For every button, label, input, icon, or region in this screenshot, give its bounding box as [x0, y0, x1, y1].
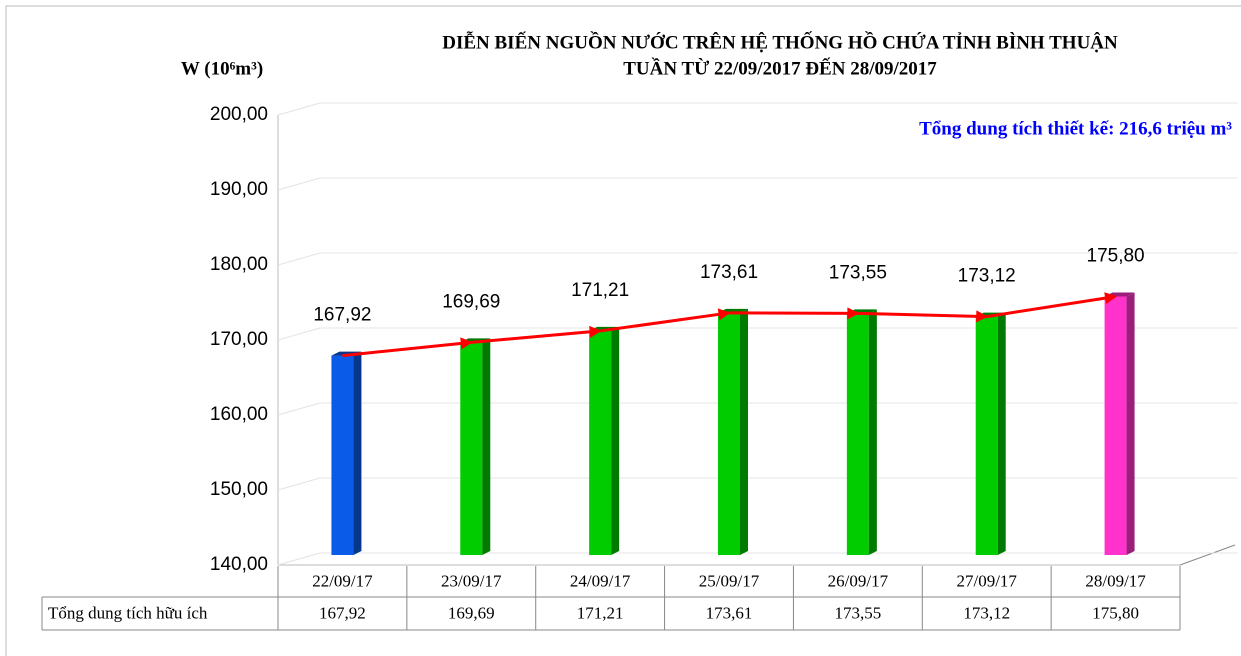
bar	[975, 316, 998, 555]
x-tick-label: 22/09/17	[312, 571, 373, 590]
x-tick-label: 27/09/17	[956, 571, 1017, 590]
grid-line	[277, 252, 321, 266]
bar-side	[611, 326, 620, 555]
chart-title: DIỄN BIẾN NGUỒN NƯỚC TRÊN HỆ THỐNG HỒ CH…	[442, 31, 1118, 53]
table-value: 169,69	[448, 603, 495, 622]
y-tick-label: 200,00	[210, 104, 268, 125]
line-segment	[986, 292, 1118, 319]
y-tick-label: 170,00	[210, 329, 268, 350]
data-label: 171,21	[571, 280, 629, 301]
bar-side	[482, 338, 491, 555]
line-segment	[342, 337, 473, 358]
table-value: 173,61	[706, 603, 753, 622]
data-label: 167,92	[313, 305, 371, 326]
grid-line	[277, 477, 321, 491]
y-tick-label: 190,00	[210, 179, 268, 200]
grid-line	[277, 552, 321, 566]
chart-subtitle: TUẦN TỪ 22/09/2017 ĐẾN 28/09/2017	[623, 57, 937, 79]
bar	[846, 313, 869, 555]
line-segment	[471, 325, 602, 344]
x-tick-label: 23/09/17	[441, 571, 502, 590]
data-label: 173,55	[829, 262, 887, 283]
bar-side	[868, 309, 877, 555]
bar	[331, 355, 354, 555]
bar	[718, 312, 740, 555]
table-value: 173,55	[834, 603, 881, 622]
chart-frame	[5, 5, 1241, 656]
table-value: 171,21	[577, 603, 624, 622]
x-tick-label: 28/09/17	[1085, 571, 1146, 590]
bar-side	[353, 351, 362, 555]
bar-side	[997, 312, 1006, 555]
data-label: 169,69	[442, 291, 500, 312]
y-tick-label: 160,00	[210, 404, 268, 425]
y-tick-label: 180,00	[210, 254, 268, 275]
bar-side	[740, 308, 748, 555]
grid-line	[277, 402, 321, 416]
y-tick-label: 150,00	[210, 479, 268, 500]
y-axis-label: W (10⁶m³)	[181, 58, 263, 79]
data-label: 175,80	[1087, 246, 1145, 267]
annotation: Tổng dung tích thiết kế: 216,6 triệu m³	[919, 118, 1232, 139]
bar	[1104, 296, 1127, 555]
grid-line	[277, 177, 321, 191]
table-value: 175,80	[1092, 603, 1139, 622]
bar-side	[1126, 292, 1135, 555]
floor-edge	[1179, 544, 1236, 566]
bar	[460, 342, 483, 555]
line-segment	[857, 310, 989, 323]
y-tick-label: 140,00	[210, 554, 268, 575]
grid-line	[277, 327, 321, 341]
bar	[589, 330, 612, 555]
data-label: 173,12	[958, 266, 1016, 287]
data-label: 173,61	[700, 262, 758, 283]
x-tick-label: 24/09/17	[570, 571, 631, 590]
grid-line	[277, 102, 321, 116]
x-tick-label: 26/09/17	[828, 571, 889, 590]
table-value: 167,92	[319, 603, 366, 622]
x-tick-label: 25/09/17	[699, 571, 760, 590]
table-value: 173,12	[963, 603, 1010, 622]
legend-label: Tổng dung tích hữu ích	[48, 603, 208, 622]
line-segment	[599, 308, 731, 333]
